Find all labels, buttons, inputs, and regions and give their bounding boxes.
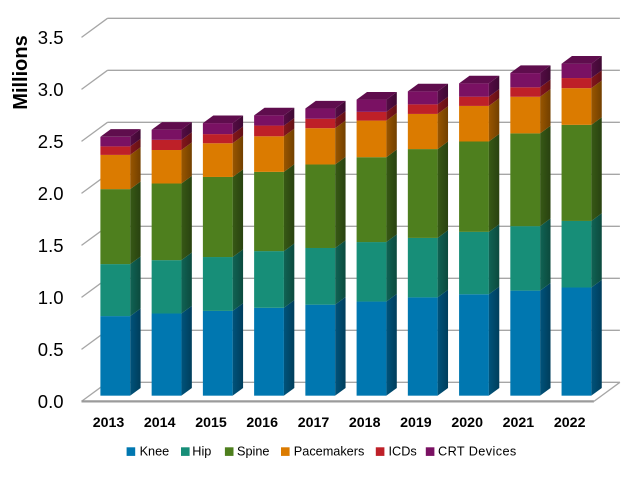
svg-text:2017: 2017 — [298, 415, 330, 431]
svg-text:2022: 2022 — [554, 415, 586, 431]
svg-text:2019: 2019 — [400, 415, 432, 431]
svg-text:2013: 2013 — [93, 415, 125, 431]
svg-text:2.5: 2.5 — [38, 131, 64, 152]
svg-text:Millions: Millions — [10, 35, 32, 109]
svg-text:2015: 2015 — [195, 415, 227, 431]
svg-text:ICDs: ICDs — [389, 445, 417, 459]
svg-text:2014: 2014 — [144, 415, 176, 431]
svg-text:CRT Devices: CRT Devices — [438, 445, 517, 459]
svg-text:2021: 2021 — [503, 415, 535, 431]
svg-text:0.0: 0.0 — [38, 391, 64, 412]
svg-text:2020: 2020 — [451, 415, 483, 431]
svg-text:2.0: 2.0 — [38, 183, 64, 204]
svg-text:2016: 2016 — [246, 415, 278, 431]
svg-text:3.5: 3.5 — [38, 27, 64, 48]
svg-text:1.0: 1.0 — [38, 287, 64, 308]
svg-text:1.5: 1.5 — [38, 235, 64, 256]
svg-text:Knee: Knee — [140, 445, 170, 459]
svg-text:0.5: 0.5 — [38, 339, 64, 360]
svg-text:2018: 2018 — [349, 415, 381, 431]
svg-text:Spine: Spine — [237, 445, 269, 459]
svg-text:Pacemakers: Pacemakers — [294, 445, 365, 459]
svg-text:3.0: 3.0 — [38, 79, 64, 100]
svg-text:Hip: Hip — [192, 445, 211, 459]
